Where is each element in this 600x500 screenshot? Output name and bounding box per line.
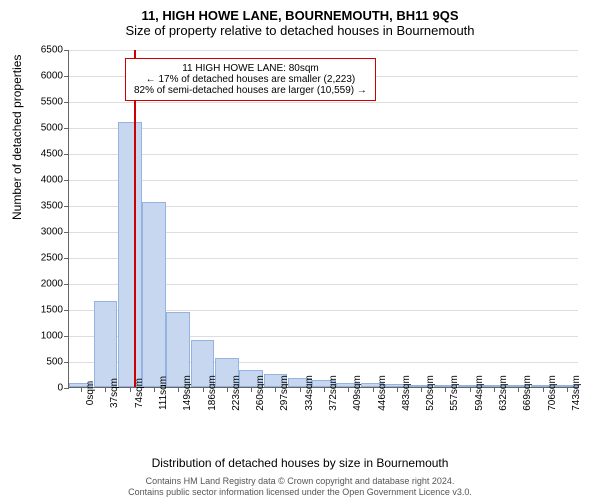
y-tick-mark: [64, 310, 69, 311]
y-tick-mark: [64, 362, 69, 363]
y-tick-label: 2500: [23, 253, 63, 264]
y-tick-label: 1500: [23, 305, 63, 316]
x-tick-mark: [470, 387, 471, 392]
x-axis-label: Distribution of detached houses by size …: [0, 456, 600, 470]
y-tick-label: 5000: [23, 123, 63, 134]
footer-attribution: Contains HM Land Registry data © Crown c…: [0, 476, 600, 498]
y-tick-mark: [64, 76, 69, 77]
y-tick-mark: [64, 232, 69, 233]
x-tick-mark: [421, 387, 422, 392]
y-tick-mark: [64, 206, 69, 207]
x-tick-mark: [445, 387, 446, 392]
histogram-bar: [94, 301, 118, 387]
x-tick-label: 409sqm: [352, 375, 363, 411]
x-tick-mark: [105, 387, 106, 392]
y-tick-mark: [64, 102, 69, 103]
x-tick-mark: [300, 387, 301, 392]
y-tick-label: 4500: [23, 149, 63, 160]
annotation-line: 11 HIGH HOWE LANE: 80sqm: [134, 63, 367, 74]
x-tick-label: 706sqm: [547, 375, 558, 411]
x-tick-label: 520sqm: [425, 375, 436, 411]
page-title: 11, HIGH HOWE LANE, BOURNEMOUTH, BH11 9Q…: [0, 8, 600, 23]
x-tick-label: 632sqm: [498, 375, 509, 411]
y-tick-label: 4000: [23, 175, 63, 186]
x-tick-mark: [397, 387, 398, 392]
x-tick-mark: [373, 387, 374, 392]
y-tick-mark: [64, 154, 69, 155]
page-subtitle: Size of property relative to detached ho…: [0, 23, 600, 38]
y-tick-mark: [64, 128, 69, 129]
x-tick-mark: [130, 387, 131, 392]
x-tick-mark: [81, 387, 82, 392]
y-tick-mark: [64, 284, 69, 285]
y-axis-label: Number of detached properties: [10, 55, 24, 220]
y-tick-label: 3500: [23, 201, 63, 212]
y-tick-label: 0: [23, 383, 63, 394]
x-tick-mark: [348, 387, 349, 392]
y-tick-mark: [64, 388, 69, 389]
histogram-plot: 0500100015002000250030003500400045005000…: [68, 50, 578, 388]
x-tick-mark: [154, 387, 155, 392]
y-tick-label: 500: [23, 357, 63, 368]
annotation-line: ← 17% of detached houses are smaller (2,…: [134, 74, 367, 85]
footer-line1: Contains HM Land Registry data © Crown c…: [0, 476, 600, 487]
annotation-box: 11 HIGH HOWE LANE: 80sqm← 17% of detache…: [125, 58, 376, 101]
x-tick-label: 372sqm: [328, 375, 339, 411]
y-tick-mark: [64, 180, 69, 181]
y-tick-label: 1000: [23, 331, 63, 342]
grid-line: [69, 180, 578, 181]
y-tick-label: 5500: [23, 97, 63, 108]
x-tick-mark: [275, 387, 276, 392]
x-tick-mark: [227, 387, 228, 392]
x-tick-mark: [251, 387, 252, 392]
x-tick-mark: [494, 387, 495, 392]
x-tick-mark: [567, 387, 568, 392]
x-tick-mark: [178, 387, 179, 392]
grid-line: [69, 154, 578, 155]
y-tick-mark: [64, 258, 69, 259]
x-tick-label: 743sqm: [571, 375, 582, 411]
y-tick-mark: [64, 336, 69, 337]
y-tick-label: 6500: [23, 45, 63, 56]
x-tick-mark: [324, 387, 325, 392]
y-tick-label: 2000: [23, 279, 63, 290]
x-tick-label: 446sqm: [377, 375, 388, 411]
x-tick-label: 594sqm: [474, 375, 485, 411]
x-tick-mark: [518, 387, 519, 392]
annotation-line: 82% of semi-detached houses are larger (…: [134, 85, 367, 96]
grid-line: [69, 102, 578, 103]
x-tick-label: 483sqm: [401, 375, 412, 411]
footer-line2: Contains public sector information licen…: [0, 487, 600, 498]
x-tick-label: 557sqm: [449, 375, 460, 411]
y-tick-mark: [64, 50, 69, 51]
chart-area: 0500100015002000250030003500400045005000…: [68, 50, 578, 428]
histogram-bar: [118, 122, 142, 387]
grid-line: [69, 50, 578, 51]
x-tick-mark: [543, 387, 544, 392]
x-tick-label: 669sqm: [522, 375, 533, 411]
y-tick-label: 3000: [23, 227, 63, 238]
x-tick-mark: [203, 387, 204, 392]
histogram-bar: [142, 202, 166, 387]
y-tick-label: 6000: [23, 71, 63, 82]
grid-line: [69, 128, 578, 129]
